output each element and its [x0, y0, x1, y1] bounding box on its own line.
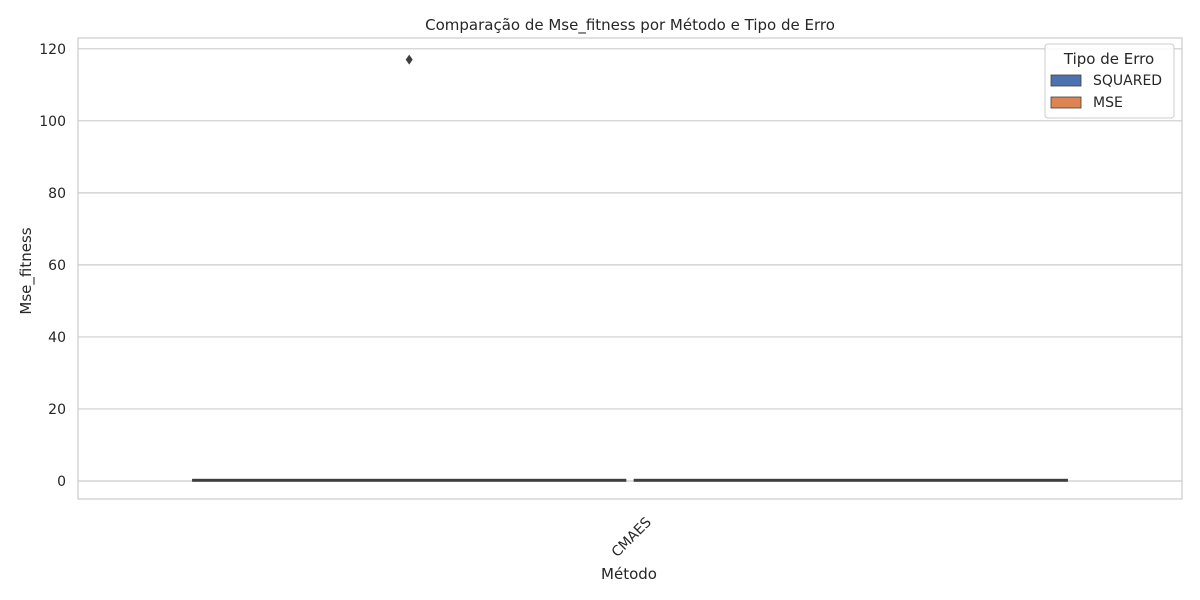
legend-swatch — [1050, 74, 1082, 87]
outlier-point — [405, 54, 413, 65]
y-tick-labels: 0 20 40 60 80 100 120 — [39, 42, 66, 490]
y-tick-label: 20 — [48, 402, 66, 418]
legend: Tipo de Erro SQUARED MSE — [1044, 43, 1175, 119]
grid-lines — [78, 48, 1182, 482]
x-tick-labels: CMAES — [609, 514, 655, 560]
legend-swatch — [1050, 96, 1082, 109]
x-axis-title: Método — [601, 565, 657, 583]
legend-label: SQUARED — [1093, 73, 1162, 89]
box-group — [192, 54, 1068, 482]
x-tick-label: CMAES — [609, 514, 655, 560]
legend-label: MSE — [1093, 95, 1123, 111]
y-tick-label: 60 — [48, 258, 66, 274]
y-tick-label: 120 — [39, 42, 66, 58]
chart-title: Comparação de Mse_fitness por Método e T… — [425, 16, 835, 35]
y-tick-label: 80 — [48, 186, 66, 202]
y-axis-title: Mse_fitness — [17, 227, 36, 314]
plot-frame — [77, 37, 1183, 500]
y-tick-label: 0 — [57, 474, 66, 490]
box-mse — [633, 478, 1068, 482]
y-tick-label: 100 — [39, 114, 66, 130]
box-squared — [192, 54, 627, 482]
legend-title: Tipo de Erro — [1063, 50, 1154, 68]
y-tick-label: 40 — [48, 330, 66, 346]
